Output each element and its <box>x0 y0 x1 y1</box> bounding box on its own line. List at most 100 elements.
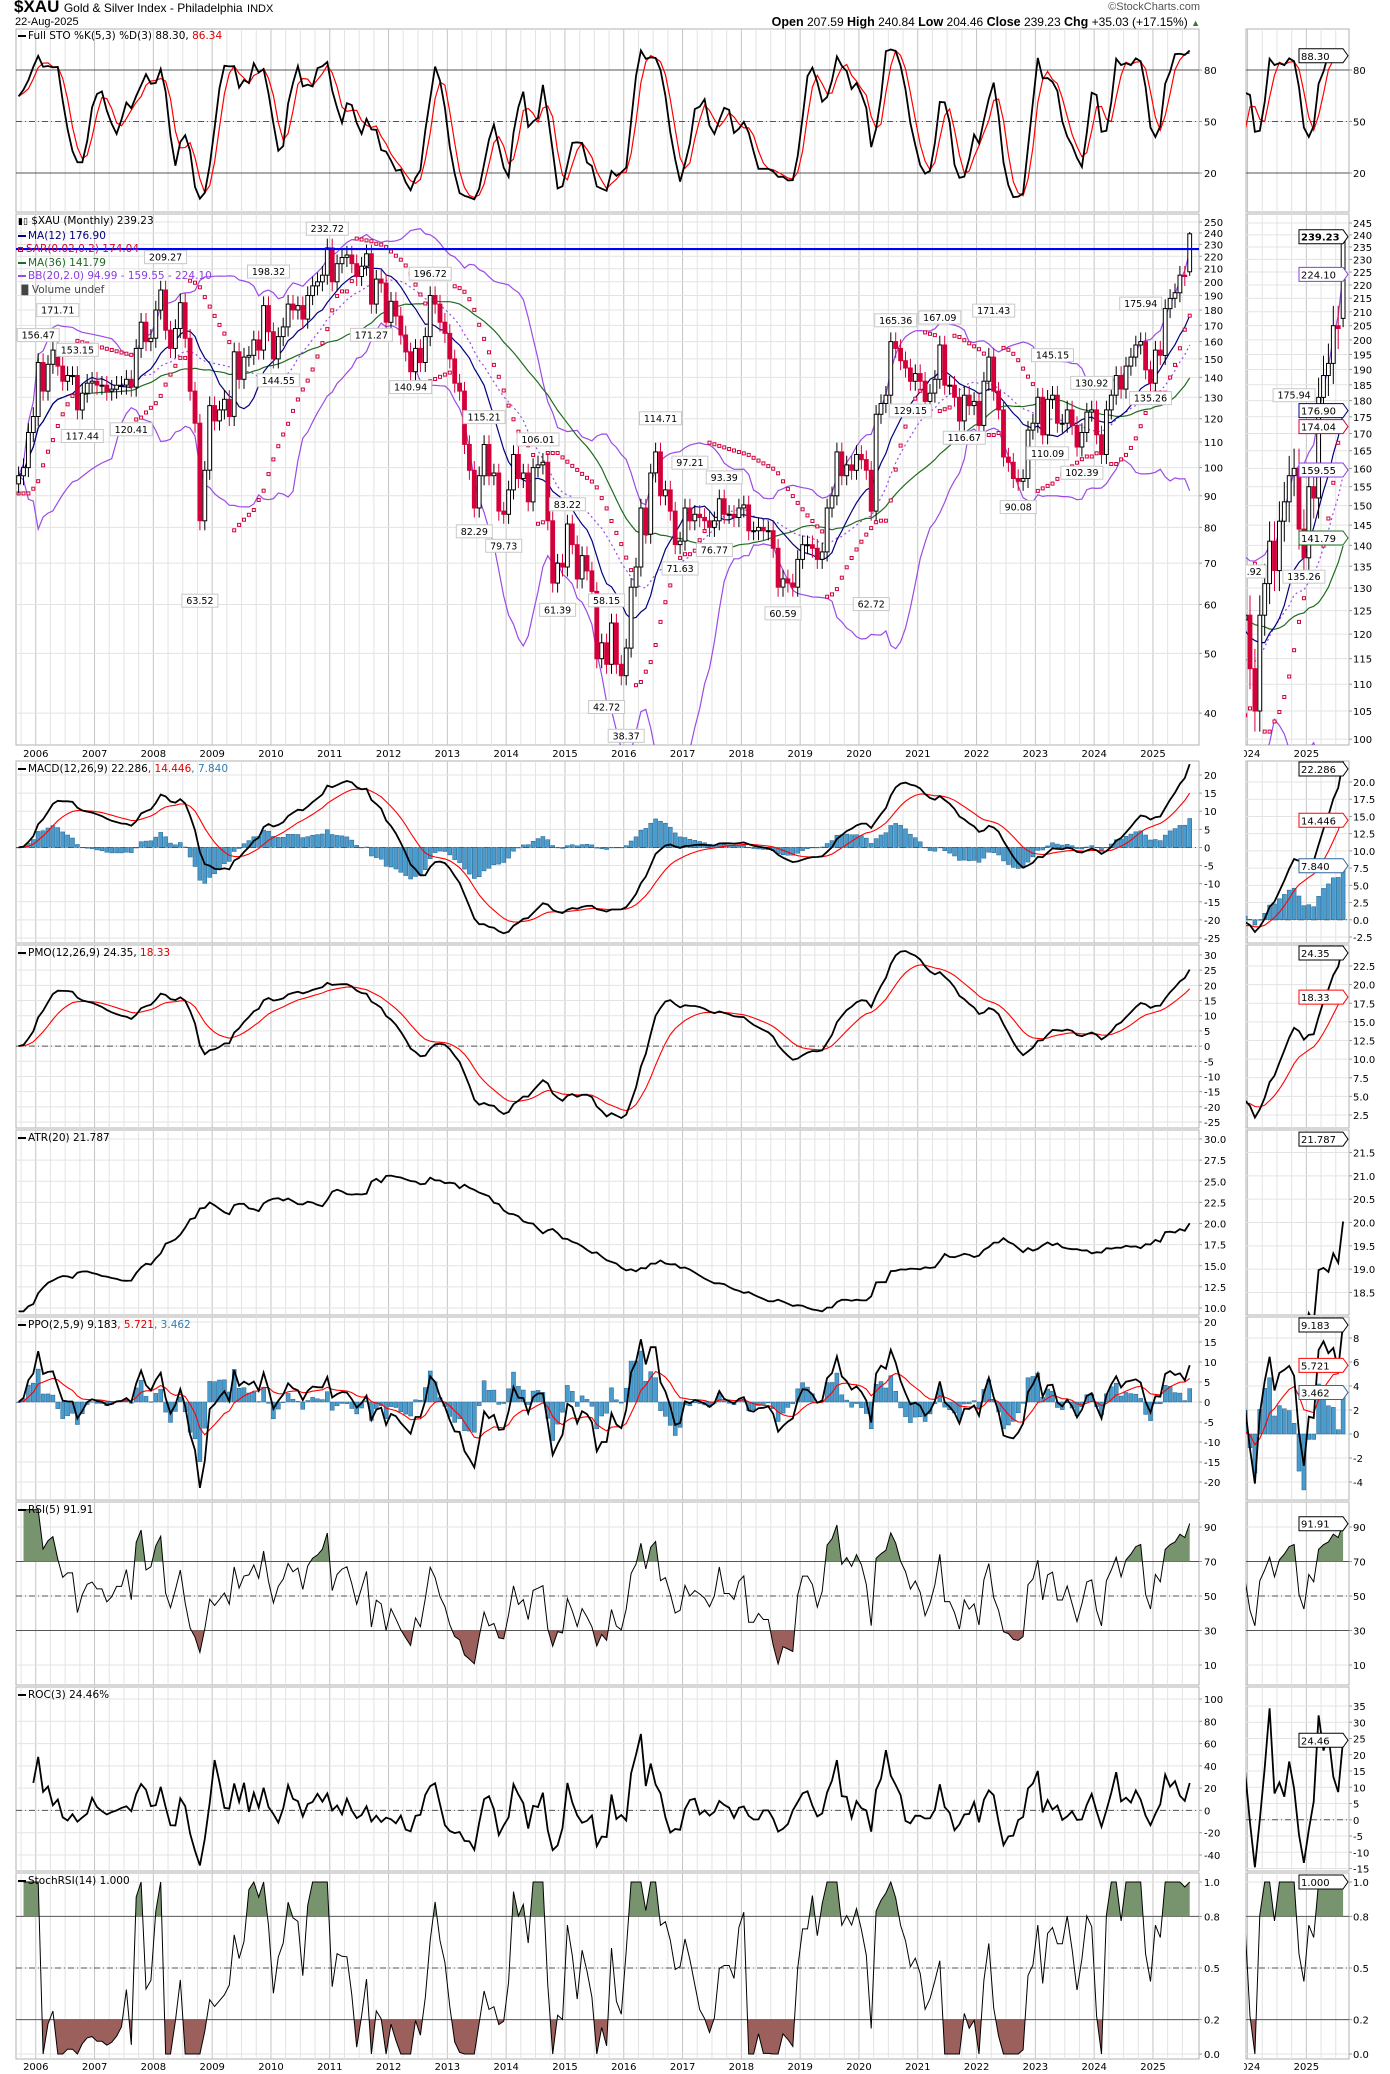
macd-histogram-bar <box>271 836 276 848</box>
sar-point <box>638 680 643 684</box>
ppo-histogram-bar <box>305 1400 310 1403</box>
price-annotation-box <box>874 313 918 328</box>
axis-tick-label: -2 <box>1353 1454 1363 1465</box>
axis-tick-label: 195 <box>1353 350 1372 361</box>
candle-body <box>70 375 75 377</box>
price-annotation: 82.29 <box>455 524 493 539</box>
macd-histogram-bar <box>966 847 972 862</box>
price-annotation-box <box>485 538 523 553</box>
candle-body <box>961 394 967 422</box>
candle-body <box>981 380 987 426</box>
candle-down <box>1182 265 1188 287</box>
price-annotation-label: 110.09 <box>1031 449 1064 460</box>
ppo-histogram-bar <box>721 1400 727 1403</box>
candle-body <box>903 360 908 369</box>
candle-down <box>403 325 409 362</box>
candle-up <box>1167 289 1173 319</box>
value-tag <box>1298 945 1349 961</box>
axis-tick-label: 40 <box>1204 709 1217 720</box>
candle-body <box>119 384 124 387</box>
macd-histogram-bar <box>359 847 364 849</box>
axis-tick-label: 80 <box>1204 523 1217 534</box>
sar-point <box>1143 411 1148 415</box>
macd-histogram-bar <box>329 834 335 848</box>
ppo-histogram-bar <box>579 1395 585 1403</box>
year-label: 2009 <box>199 2062 224 2073</box>
macd-histogram-bar <box>589 844 595 848</box>
axis-tick-label: 100 <box>1204 1695 1223 1706</box>
sar-point <box>413 282 418 287</box>
price-annotation: 171.43 <box>972 303 1016 318</box>
candle-up <box>682 498 688 551</box>
ppo-histogram-bar <box>467 1401 472 1432</box>
panel-plot-area <box>16 1873 1199 2059</box>
sar-point <box>820 529 825 534</box>
candle-down <box>271 322 276 369</box>
candle-down <box>1001 400 1006 467</box>
axis-tick-label: 0.0 <box>1353 916 1369 927</box>
macd-histogram-bar <box>981 847 987 859</box>
candle-body <box>481 444 487 477</box>
year-label: 2016 <box>611 749 636 760</box>
year-label: 2024 <box>1235 2062 1260 2073</box>
macd-histogram-bar <box>687 839 693 848</box>
sar-point <box>565 459 570 464</box>
year-label: 2021 <box>905 2062 930 2073</box>
price-annotation-label: 83.22 <box>554 500 581 511</box>
ppo-histogram-bar <box>614 1399 619 1403</box>
ppo-histogram-bar <box>1045 1388 1050 1403</box>
axis-tick-label: 5.0 <box>1353 1092 1369 1103</box>
atr-line <box>18 1174 1191 1313</box>
sar-point <box>854 547 859 552</box>
ppo-histogram-bar <box>50 1394 56 1403</box>
macd-histogram-bar <box>153 836 159 848</box>
axis-tick-label: 240 <box>1204 229 1223 240</box>
sar-point <box>972 344 977 349</box>
sar-point <box>70 393 75 398</box>
sar-point <box>800 507 805 512</box>
macd-histogram-bar <box>447 847 453 856</box>
candle-up <box>89 372 95 393</box>
candle-body <box>153 309 159 339</box>
sar-point <box>511 417 516 422</box>
close-value: 239.23 <box>1023 15 1061 29</box>
candle-down <box>192 381 198 433</box>
ppo-histogram-bar <box>506 1388 511 1403</box>
macd-histogram-bar <box>957 847 962 861</box>
axis-tick-label: 6 <box>1353 1358 1359 1369</box>
macd-histogram-bar <box>427 847 433 859</box>
panel-frame <box>15 1129 1200 1316</box>
macd-histogram-bar <box>173 844 178 848</box>
sar-point <box>472 307 477 312</box>
price-annotation-label: 198.32 <box>252 267 285 278</box>
sar-point <box>158 393 163 398</box>
candle-up <box>285 294 291 337</box>
value-tag-label: 174.04 <box>1301 423 1336 434</box>
value-tag <box>1298 266 1349 282</box>
sar-point <box>418 292 423 297</box>
candle-up <box>712 511 717 537</box>
candle-body <box>1311 486 1317 499</box>
ppo-histogram-bar <box>153 1393 159 1403</box>
macd-name: MACD(12,26,9) <box>28 763 108 775</box>
axis-tick-label: -5 <box>1204 1057 1214 1068</box>
year-label: 2017 <box>670 749 695 760</box>
sar-point <box>937 409 942 413</box>
ppo-name: PPO(2,5,9) <box>28 1319 84 1331</box>
low-value: 204.46 <box>946 15 984 29</box>
macd-histogram-bar <box>295 834 301 848</box>
candle-down <box>467 435 472 480</box>
sar-point <box>830 592 834 597</box>
axis-tick-label: 5 <box>1204 825 1210 836</box>
candle-down <box>761 518 766 541</box>
macd-histogram-bar <box>614 847 619 849</box>
candle-up <box>16 466 22 494</box>
price-annotation-box <box>60 428 104 443</box>
candle-down <box>256 330 262 360</box>
price-annotation-label: 71.63 <box>666 564 693 575</box>
candle-body <box>1321 375 1326 398</box>
ppo-histogram-bar <box>334 1401 340 1407</box>
candle-up <box>275 327 281 369</box>
candle-up <box>79 383 85 420</box>
